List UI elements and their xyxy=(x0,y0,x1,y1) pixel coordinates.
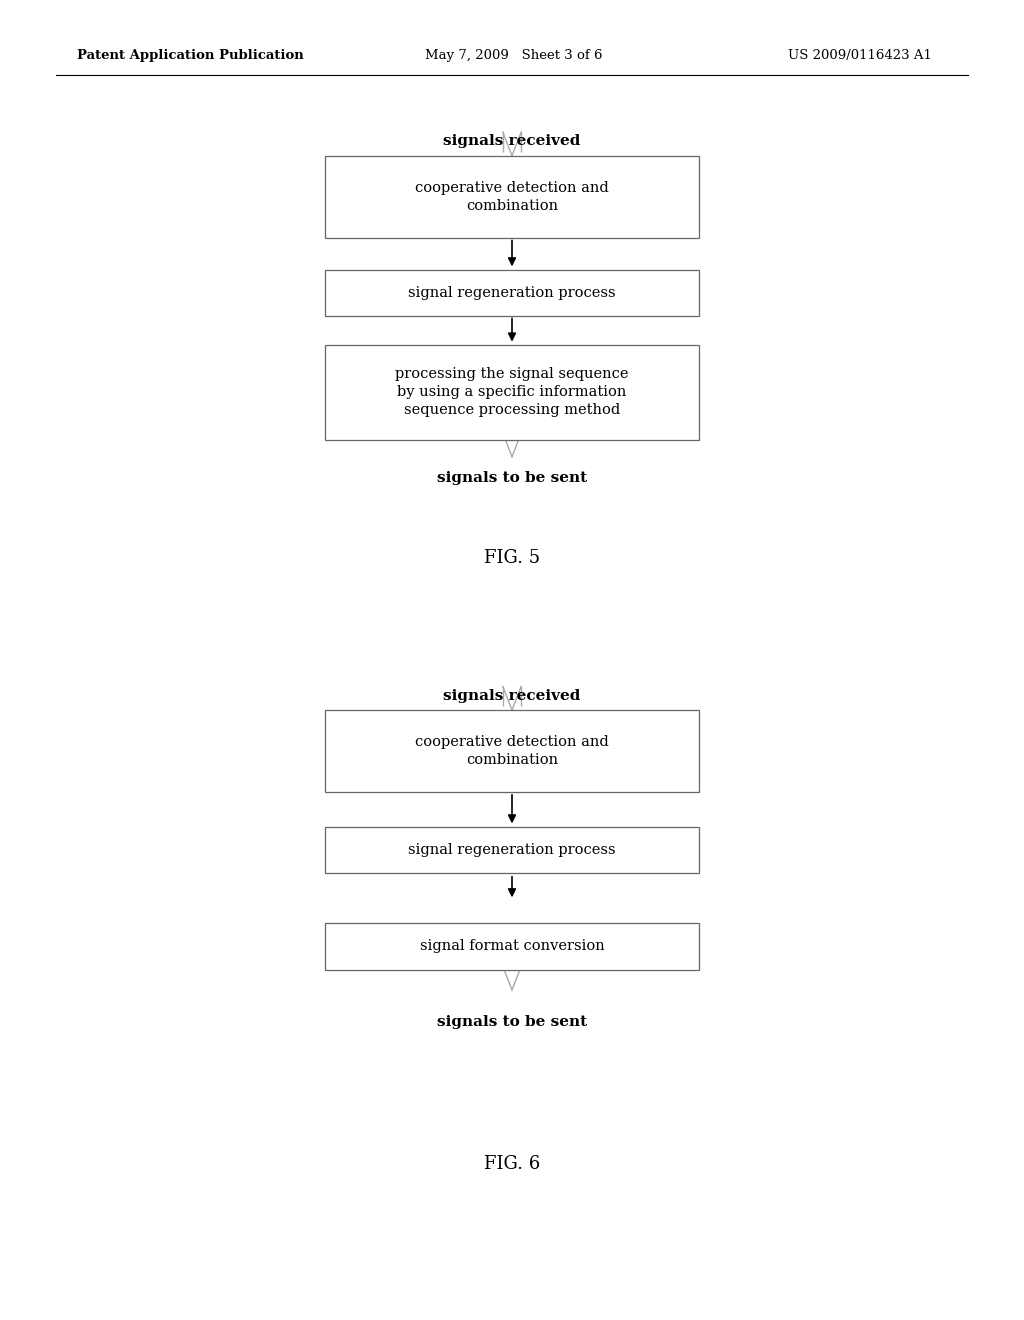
Text: cooperative detection and
combination: cooperative detection and combination xyxy=(415,181,609,213)
Text: signals received: signals received xyxy=(443,135,581,148)
Bar xyxy=(326,345,698,440)
Text: FIG. 6: FIG. 6 xyxy=(484,1155,540,1173)
Text: signal format conversion: signal format conversion xyxy=(420,940,604,953)
Text: signal regeneration process: signal regeneration process xyxy=(409,286,615,300)
Text: US 2009/0116423 A1: US 2009/0116423 A1 xyxy=(788,49,933,62)
Text: Patent Application Publication: Patent Application Publication xyxy=(77,49,303,62)
Text: May 7, 2009   Sheet 3 of 6: May 7, 2009 Sheet 3 of 6 xyxy=(425,49,602,62)
Bar xyxy=(326,924,698,969)
Bar xyxy=(326,710,698,792)
Text: signals received: signals received xyxy=(443,689,581,702)
Bar xyxy=(326,156,698,238)
Bar xyxy=(326,269,698,315)
Text: signal regeneration process: signal regeneration process xyxy=(409,843,615,857)
Text: cooperative detection and
combination: cooperative detection and combination xyxy=(415,735,609,767)
Text: FIG. 5: FIG. 5 xyxy=(484,549,540,568)
Text: processing the signal sequence
by using a specific information
sequence processi: processing the signal sequence by using … xyxy=(395,367,629,417)
Text: signals to be sent: signals to be sent xyxy=(437,1015,587,1028)
Bar xyxy=(326,826,698,874)
Text: signals to be sent: signals to be sent xyxy=(437,471,587,484)
